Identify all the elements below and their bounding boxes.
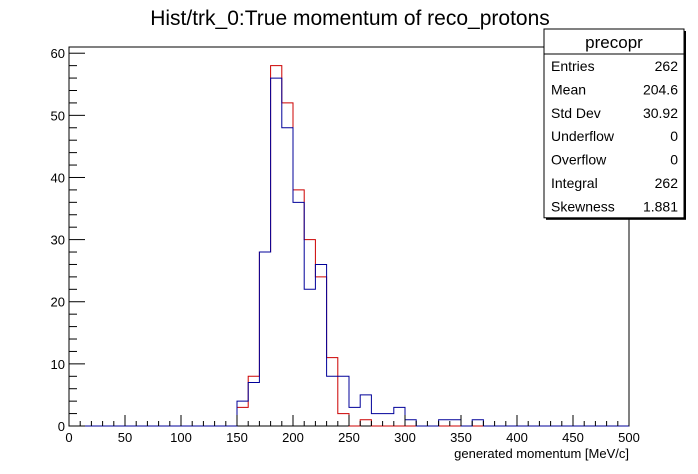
x-tick-label: 150 xyxy=(226,430,248,445)
x-tick-label: 50 xyxy=(118,430,132,445)
y-tick-label: 50 xyxy=(51,108,65,123)
stats-row-label: Mean xyxy=(551,81,586,97)
stats-row-value: 1.881 xyxy=(643,198,678,214)
stats-row-value: 262 xyxy=(655,175,679,191)
y-tick-label: 60 xyxy=(51,46,65,61)
stats-row-label: Underflow xyxy=(551,128,615,144)
x-tick-label: 250 xyxy=(338,430,360,445)
stats-row-value: 0 xyxy=(670,152,678,168)
y-tick-label: 30 xyxy=(51,233,65,248)
stats-row-label: Entries xyxy=(551,58,595,74)
stats-row-label: Std Dev xyxy=(551,105,601,121)
x-tick-label: 400 xyxy=(506,430,528,445)
y-tick-label: 40 xyxy=(51,170,65,185)
stats-row-value: 204.6 xyxy=(643,81,678,97)
stats-row-value: 0 xyxy=(670,128,678,144)
x-tick-label: 500 xyxy=(618,430,640,445)
x-axis-label: generated momentum [MeV/c] xyxy=(454,446,629,461)
stats-box: precopr Entries 262 Mean 204.6 Std Dev 30.92 Un… xyxy=(543,28,686,220)
histogram-series-2 xyxy=(69,77,629,427)
stats-box-frame xyxy=(543,28,685,219)
y-tick-label: 20 xyxy=(51,295,65,310)
stats-row-value: 30.92 xyxy=(643,105,678,121)
x-tick-label: 450 xyxy=(562,430,584,445)
stats-row-label: Overflow xyxy=(551,152,607,168)
x-tick-label: 100 xyxy=(170,430,192,445)
x-tick-label: 200 xyxy=(282,430,304,445)
x-tick-label: 300 xyxy=(394,430,416,445)
stats-row-label: Integral xyxy=(551,175,598,191)
stats-row-value: 262 xyxy=(655,58,679,74)
x-tick-label: 0 xyxy=(65,430,72,445)
x-tick-label: 350 xyxy=(450,430,472,445)
y-tick-label: 0 xyxy=(58,419,65,434)
y-tick-label: 10 xyxy=(51,357,65,372)
stats-box-title: precopr xyxy=(585,33,643,52)
stats-row-label: Skewness xyxy=(551,198,615,214)
chart-title: Hist/trk_0:True momentum of reco_protons xyxy=(150,7,550,30)
